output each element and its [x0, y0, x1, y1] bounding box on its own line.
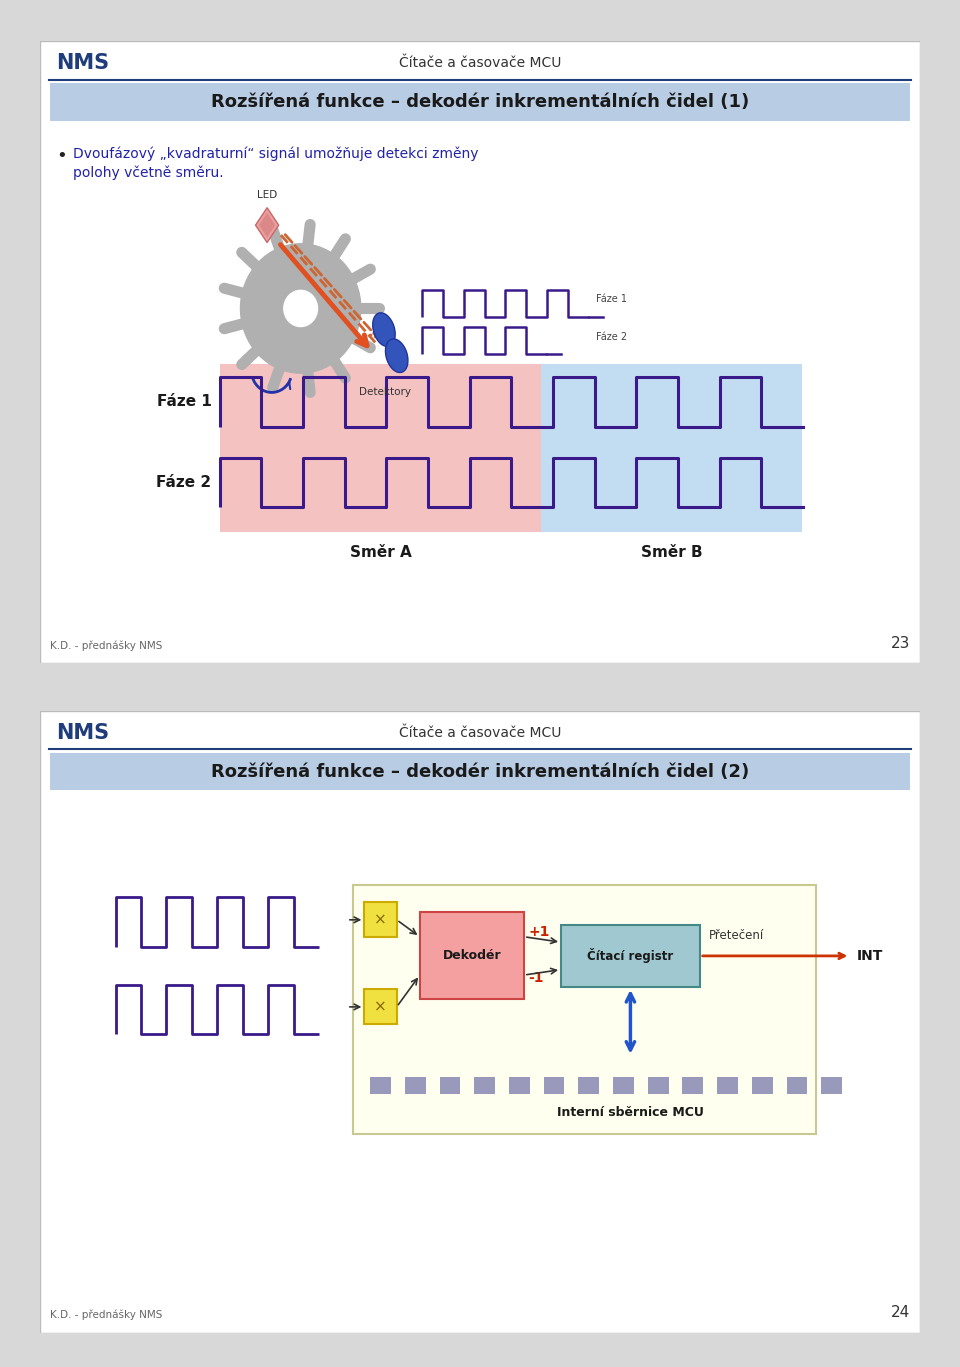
FancyBboxPatch shape — [405, 1077, 425, 1094]
Polygon shape — [255, 208, 278, 242]
FancyBboxPatch shape — [364, 990, 396, 1024]
Text: Interní sběrnice MCU: Interní sběrnice MCU — [557, 1106, 704, 1120]
Text: Fáze 1: Fáze 1 — [156, 394, 211, 409]
FancyBboxPatch shape — [613, 1077, 634, 1094]
Text: ×: × — [374, 912, 387, 927]
FancyBboxPatch shape — [352, 884, 816, 1133]
Text: Směr A: Směr A — [349, 545, 412, 559]
Text: Čítače a časovače MCU: Čítače a časovače MCU — [398, 56, 562, 71]
Text: K.D. - přednášky NMS: K.D. - přednášky NMS — [50, 1310, 162, 1321]
Text: Dvoufázový „kvadraturní“ signál umožňuje detekci změny: Dvoufázový „kvadraturní“ signál umožňuje… — [73, 146, 478, 161]
Text: ×: × — [374, 999, 387, 1014]
Polygon shape — [259, 213, 276, 238]
FancyBboxPatch shape — [752, 1077, 773, 1094]
FancyBboxPatch shape — [370, 1077, 391, 1094]
FancyBboxPatch shape — [541, 365, 802, 532]
FancyBboxPatch shape — [683, 1077, 704, 1094]
Text: 24: 24 — [891, 1305, 910, 1321]
FancyBboxPatch shape — [50, 753, 910, 790]
Text: Směr B: Směr B — [640, 545, 703, 559]
Text: Čítače a časovače MCU: Čítače a časovače MCU — [398, 726, 562, 741]
FancyBboxPatch shape — [786, 1077, 807, 1094]
FancyBboxPatch shape — [220, 365, 541, 532]
FancyBboxPatch shape — [40, 41, 920, 663]
Text: Přetečení: Přetečení — [709, 930, 764, 942]
FancyBboxPatch shape — [648, 1077, 668, 1094]
Text: Fáze 1: Fáze 1 — [596, 294, 627, 303]
Ellipse shape — [386, 339, 408, 373]
Text: Fáze 2: Fáze 2 — [596, 332, 627, 342]
FancyBboxPatch shape — [474, 1077, 495, 1094]
Text: Rozšířená funkce – dekodér inkrementálních čidel (2): Rozšířená funkce – dekodér inkrementální… — [211, 763, 749, 781]
FancyBboxPatch shape — [364, 902, 396, 938]
FancyBboxPatch shape — [822, 1077, 842, 1094]
Text: •: • — [57, 146, 67, 165]
FancyBboxPatch shape — [543, 1077, 564, 1094]
Text: -1: -1 — [529, 971, 544, 984]
Text: K.D. - přednášky NMS: K.D. - přednášky NMS — [50, 640, 162, 651]
FancyBboxPatch shape — [717, 1077, 738, 1094]
Text: Detektory: Detektory — [359, 387, 411, 396]
Text: +1: +1 — [529, 924, 550, 939]
Text: Rozšířená funkce – dekodér inkrementálních čidel (1): Rozšířená funkce – dekodér inkrementální… — [211, 93, 749, 111]
Text: 23: 23 — [891, 636, 910, 651]
FancyBboxPatch shape — [40, 711, 920, 1333]
Text: LED: LED — [257, 190, 277, 200]
Text: NMS: NMS — [57, 723, 109, 744]
FancyBboxPatch shape — [561, 925, 700, 987]
Text: Čítací registr: Čítací registr — [588, 949, 674, 964]
FancyBboxPatch shape — [420, 912, 524, 999]
Text: Dekodér: Dekodér — [443, 950, 501, 962]
Circle shape — [284, 290, 318, 327]
FancyBboxPatch shape — [509, 1077, 530, 1094]
Ellipse shape — [372, 313, 396, 346]
FancyBboxPatch shape — [578, 1077, 599, 1094]
FancyBboxPatch shape — [50, 83, 910, 120]
FancyBboxPatch shape — [440, 1077, 461, 1094]
Text: polohy včetně směru.: polohy včetně směru. — [73, 165, 224, 180]
Text: Fáze 2: Fáze 2 — [156, 476, 211, 491]
Text: INT: INT — [857, 949, 883, 962]
Text: NMS: NMS — [57, 53, 109, 74]
Circle shape — [241, 243, 361, 373]
